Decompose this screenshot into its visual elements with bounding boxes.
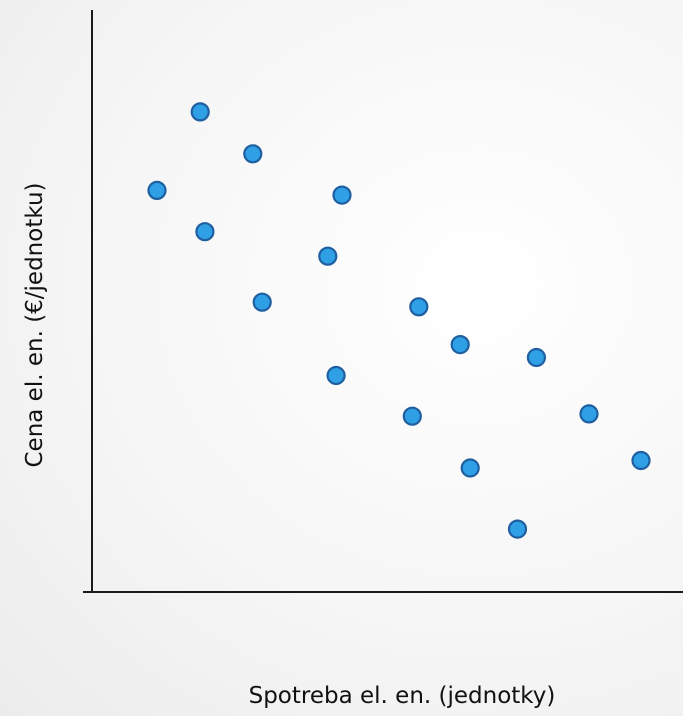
data-point-1 <box>190 102 210 122</box>
data-point-14 <box>460 458 480 478</box>
data-points <box>147 102 651 539</box>
y-axis-label: Cena el. en. (€/jednotku) <box>22 182 48 467</box>
data-point-7 <box>252 292 272 312</box>
data-point-10 <box>526 347 547 368</box>
data-point-4 <box>332 185 352 205</box>
data-point-9 <box>450 335 470 355</box>
x-axis-label: Spotreba el. en. (jednotky) <box>249 683 556 709</box>
data-point-12 <box>402 406 422 426</box>
data-point-15 <box>631 450 651 471</box>
data-point-13 <box>579 404 599 424</box>
data-point-5 <box>195 222 215 242</box>
data-point-2 <box>243 144 263 164</box>
data-point-8 <box>409 297 429 317</box>
data-point-16 <box>507 519 528 539</box>
data-point-11 <box>326 365 346 386</box>
data-point-6 <box>318 246 338 266</box>
data-point-3 <box>147 180 167 200</box>
